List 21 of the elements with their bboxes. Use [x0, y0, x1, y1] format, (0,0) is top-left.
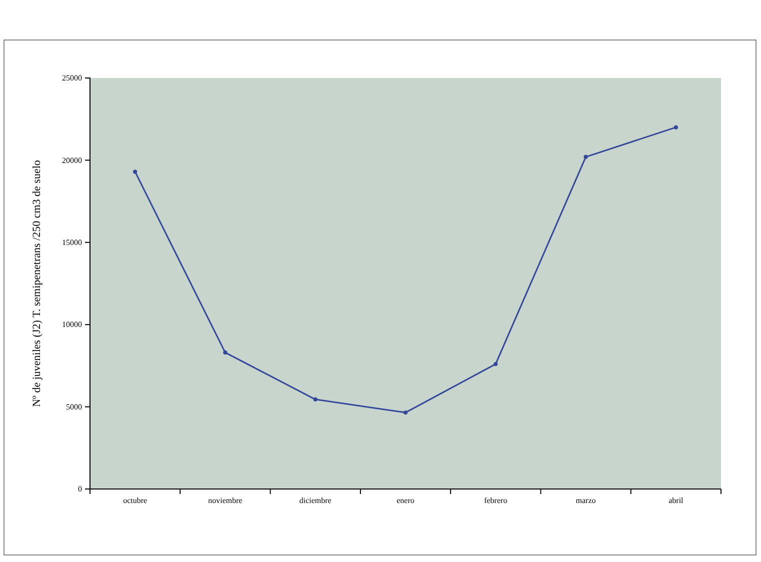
- y-tick-label: 0: [78, 484, 82, 494]
- y-axis-title: Nº de juveniles (J2) T. semipenetrans /250 cm3 de suelo: [31, 160, 43, 407]
- point: [313, 397, 318, 402]
- x-tick-label: enero: [396, 496, 414, 506]
- y-tick-label: 20000: [62, 156, 82, 165]
- point: [403, 410, 408, 415]
- x-tick-label: marzo: [576, 496, 596, 506]
- x-tick-label: abril: [668, 496, 684, 506]
- x-tick-label: noviembre: [208, 496, 243, 506]
- point: [494, 362, 498, 366]
- point: [674, 125, 678, 130]
- y-tick-label: 10000: [62, 320, 82, 330]
- x-tick-label: diciembre: [299, 496, 332, 506]
- x-tick-label: febrero: [484, 496, 508, 506]
- point: [223, 350, 228, 355]
- y-tick-label: 25000: [62, 74, 82, 83]
- point: [132, 170, 138, 174]
- x-tick-label: octubre: [123, 496, 148, 506]
- point: [584, 154, 588, 160]
- y-tick-label: 5000: [66, 402, 82, 412]
- y-tick-label: 15000: [62, 238, 82, 247]
